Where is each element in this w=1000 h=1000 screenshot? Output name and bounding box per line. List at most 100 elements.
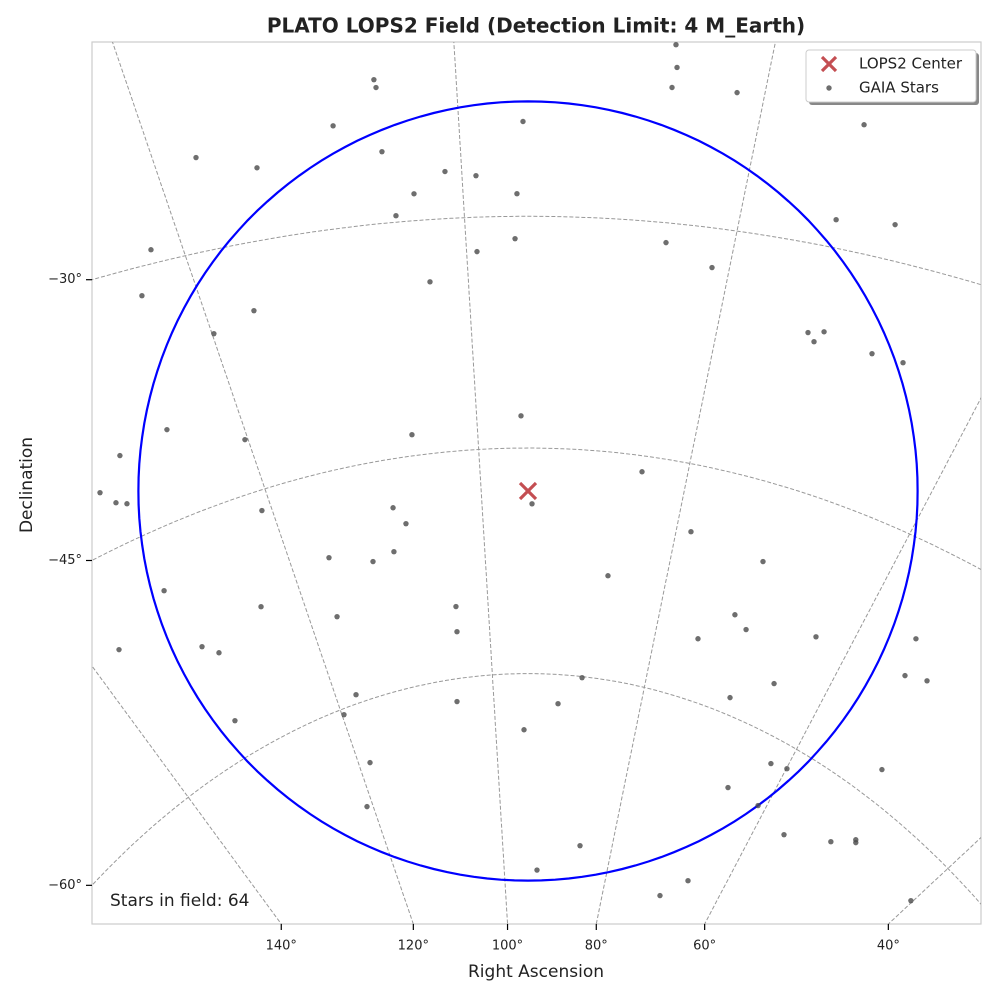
star (364, 803, 370, 810)
star (251, 307, 257, 314)
chart-title: PLATO LOPS2 Field (Detection Limit: 4 M_… (267, 14, 805, 38)
axes: 140° 120° 100° 80° 60° 40° −30° −45° −60° (48, 272, 900, 953)
star (193, 154, 199, 161)
legend: LOPS2 Center GAIA Stars (805, 49, 979, 105)
star (605, 573, 611, 579)
grid-line (92, 673, 981, 905)
star (390, 505, 396, 511)
star (743, 626, 749, 633)
x-tick-label: 40° (877, 939, 900, 954)
star (760, 558, 766, 565)
star (379, 148, 385, 155)
star (771, 680, 777, 687)
star (403, 520, 409, 527)
star (341, 711, 347, 718)
star (869, 350, 875, 357)
plot-area (97, 42, 930, 904)
annotation: Stars in field: 64 (110, 891, 249, 911)
star (216, 650, 222, 656)
star (254, 165, 260, 171)
star (663, 239, 669, 246)
star (474, 248, 480, 255)
star (124, 501, 130, 507)
star (371, 76, 377, 83)
star (673, 42, 679, 48)
star (709, 264, 715, 271)
x-stroke (518, 481, 538, 501)
grid-line (92, 215, 981, 286)
star (353, 691, 359, 698)
grid-line (111, 42, 414, 924)
y-axis-label: Declination (17, 437, 37, 533)
star (579, 674, 585, 681)
star (514, 190, 520, 197)
star (924, 678, 930, 684)
star (521, 727, 527, 733)
field-circle (137, 100, 919, 882)
star (393, 212, 399, 219)
y-tick-label: −30° (48, 272, 82, 287)
star (116, 646, 122, 653)
star (139, 293, 145, 299)
plot-frame (91, 41, 982, 925)
star (529, 501, 535, 507)
star (861, 122, 867, 128)
star (826, 85, 832, 91)
star (755, 802, 761, 809)
x-axis-label: Right Ascension (468, 962, 604, 982)
star (784, 765, 790, 772)
star (674, 64, 680, 71)
x-tick-label: 100° (492, 939, 523, 954)
star (442, 168, 448, 175)
star (427, 279, 433, 285)
star (725, 784, 731, 791)
x-marker (820, 55, 838, 73)
star (97, 489, 103, 496)
grid-line (704, 396, 981, 924)
star (409, 431, 415, 438)
star (454, 698, 460, 705)
star (242, 436, 248, 443)
star (148, 247, 154, 253)
star (828, 839, 834, 845)
star (900, 359, 906, 366)
star (473, 172, 479, 179)
star (781, 831, 787, 838)
star (732, 612, 738, 618)
star (892, 221, 898, 228)
star (913, 636, 919, 642)
star (853, 839, 859, 846)
star (577, 842, 583, 849)
star (813, 634, 819, 640)
star (768, 760, 774, 767)
star (117, 452, 123, 459)
grid-line (453, 42, 509, 924)
star (695, 636, 701, 642)
star (657, 892, 663, 899)
star (555, 700, 561, 707)
star (685, 877, 691, 884)
x-tick-label: 80° (585, 939, 608, 954)
star (330, 123, 336, 129)
star (367, 759, 373, 766)
y-tick-label: −45° (48, 553, 82, 568)
star (454, 629, 460, 635)
y-tick-label: −60° (48, 878, 82, 893)
legend-label: GAIA Stars (859, 79, 939, 97)
star (512, 235, 518, 242)
star (258, 603, 264, 610)
x-marker (518, 481, 538, 501)
star (688, 528, 694, 535)
star (639, 469, 645, 475)
star (669, 84, 675, 91)
star (370, 558, 376, 565)
legend-box (805, 49, 977, 103)
star (453, 603, 459, 610)
star (518, 413, 524, 419)
star (232, 717, 238, 724)
x-stroke (820, 55, 838, 73)
star (879, 766, 885, 773)
star (805, 329, 811, 336)
